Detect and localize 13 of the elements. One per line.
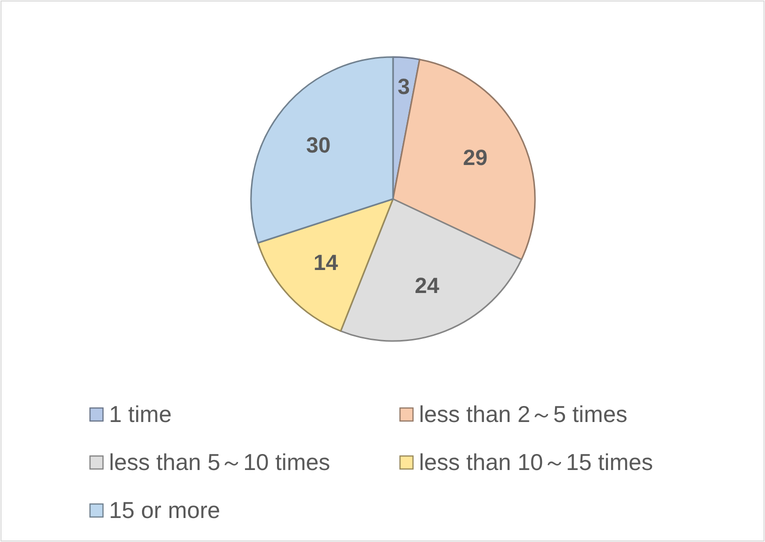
pie-slice <box>257 198 394 332</box>
data-label: 3 <box>398 74 410 99</box>
data-label: 29 <box>463 145 488 170</box>
legend-label: less than 2～5 times <box>419 401 628 427</box>
data-label: 30 <box>306 132 331 158</box>
legend-label: less than 5～10 times <box>109 449 330 475</box>
data-label: 24 <box>414 272 440 298</box>
data-label: 14 <box>313 250 339 276</box>
legend-label: less than 10～15 times <box>419 449 653 475</box>
legend-label: 15 or more <box>109 497 220 523</box>
legend-label: 1 time <box>109 401 172 427</box>
pie-slice <box>340 198 522 342</box>
pie-slice <box>392 58 536 260</box>
